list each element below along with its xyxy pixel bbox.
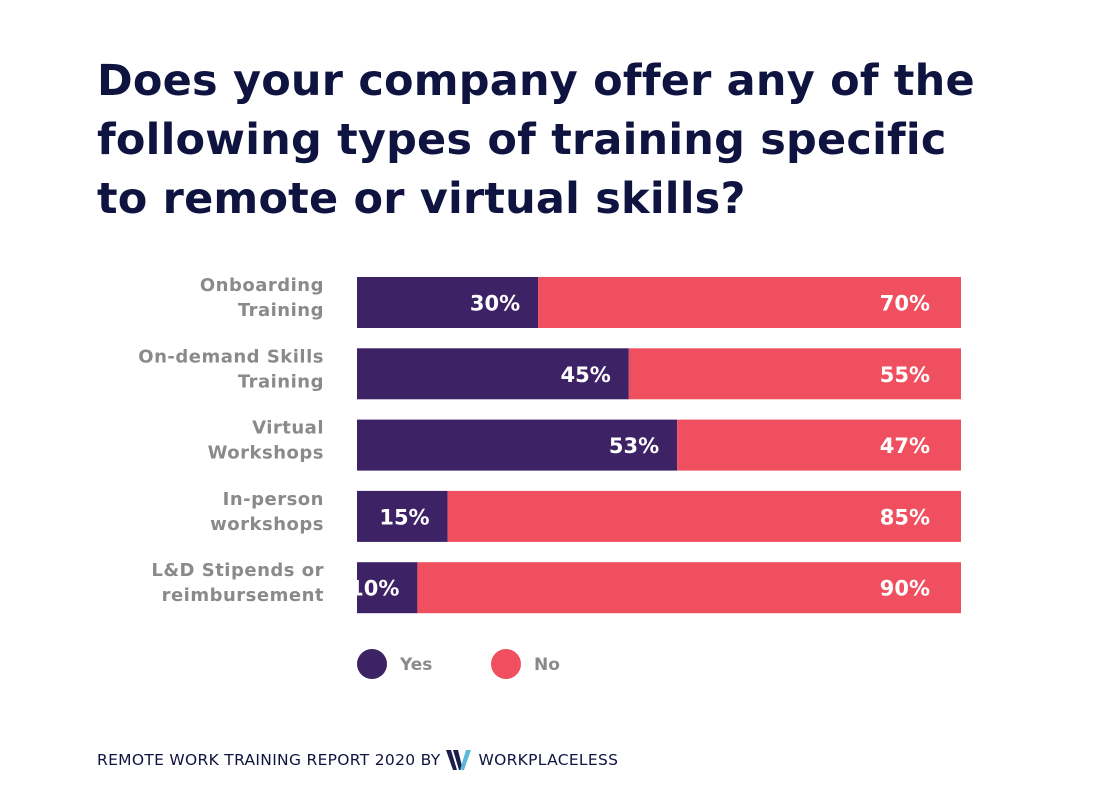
chart-title: Does your company offer any of the follo… [97, 56, 975, 224]
category-label: In-person [223, 489, 324, 510]
legend-marker-yes [357, 649, 387, 679]
bar-no [677, 419, 961, 471]
bar-yes [357, 490, 448, 542]
bar-no [538, 277, 961, 328]
footer-brand: WORKPLACELESS [478, 751, 619, 769]
data-label-yes: 53% [609, 434, 659, 458]
category-label: Virtual [252, 418, 324, 439]
category-label: Workshops [208, 443, 324, 464]
data-label-yes: 45% [561, 363, 611, 387]
legend-label-yes: Yes [399, 655, 432, 675]
bar-yes [357, 348, 629, 400]
bar-no [447, 490, 962, 542]
data-label-yes: 15% [379, 505, 429, 529]
bar-no [417, 562, 961, 614]
legend-label-no: No [534, 655, 560, 675]
data-label-no: 90% [880, 577, 930, 601]
category-label: Onboarding [200, 275, 324, 296]
bar-yes [357, 562, 418, 614]
category-label: Training [238, 371, 324, 392]
category-label: Training [238, 300, 324, 321]
data-label-no: 70% [880, 292, 930, 316]
stacked-bar-chart: Onboarding Training 30% 70% On-demand Skills… [138, 275, 962, 679]
bar-no [628, 348, 961, 400]
bar-yes [357, 419, 678, 471]
footer: REMOTE WORK TRAINING REPORT 2020 BY WORK… [97, 750, 618, 770]
legend-marker-no [491, 649, 521, 679]
data-label-no: 85% [880, 505, 930, 529]
category-label: workshops [210, 514, 324, 535]
category-label: reimbursement [162, 585, 324, 606]
category-label: On-demand Skills [138, 346, 324, 367]
data-label-no: 55% [880, 363, 930, 387]
category-label: L&D Stipends or [151, 560, 324, 581]
data-label-no: 47% [880, 434, 930, 458]
footer-text: REMOTE WORK TRAINING REPORT 2020 BY [97, 751, 441, 769]
data-label-yes: 30% [470, 292, 520, 316]
bar-yes [357, 277, 539, 328]
data-label-yes: 10% [349, 577, 399, 601]
workplaceless-logo-icon [446, 750, 472, 770]
